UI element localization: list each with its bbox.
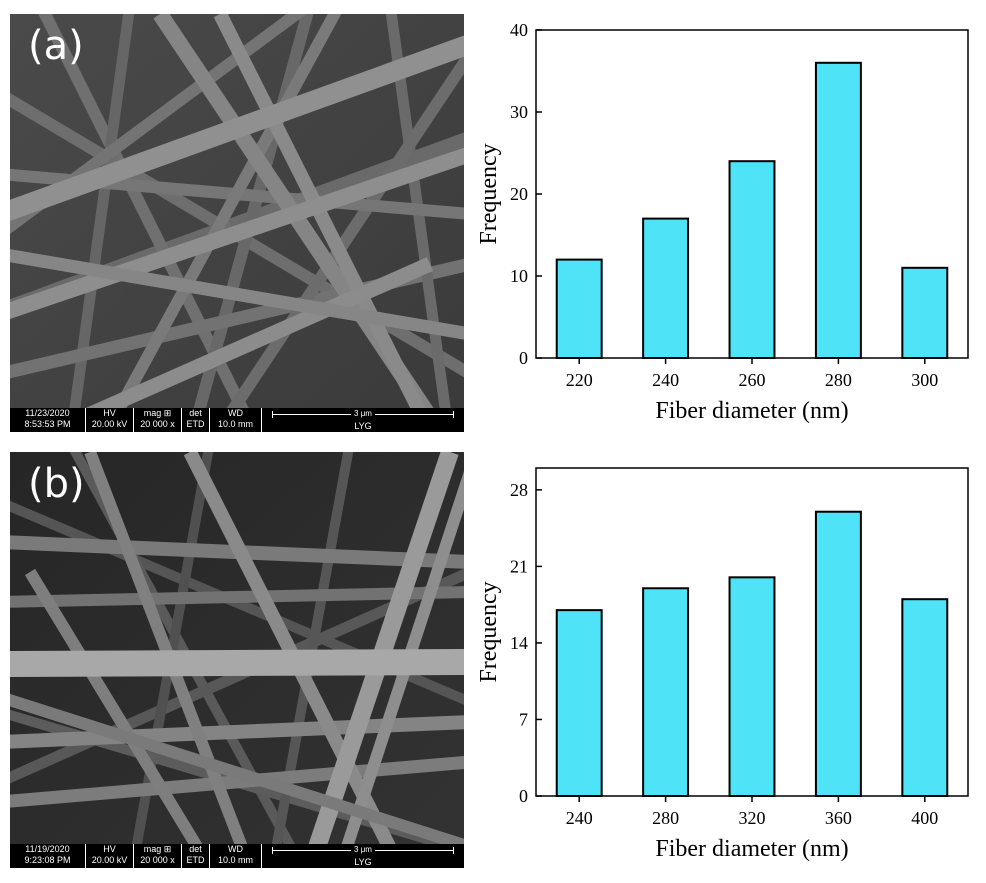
sem-image-a: (a) 11/23/2020 8:53:53 PM HV 20.00 kV ma… (10, 14, 464, 432)
sem-det-label-b: det (189, 844, 202, 854)
sem-mag-value-b: 20 000 x (140, 855, 175, 865)
x-tick-label-b-320: 320 (739, 808, 766, 828)
x-tick-label-b-280: 280 (652, 808, 679, 828)
sem-wd-value-b: 10.0 mm (217, 855, 253, 865)
sem-wd-b: WD 10.0 mm (210, 844, 262, 868)
bar-b-280 (642, 587, 690, 797)
x-tick-label-b-400: 400 (911, 808, 938, 828)
sem-datetime-b: 11/19/2020 9:23:08 PM (10, 844, 86, 868)
panel-label-a: (a) (28, 23, 84, 69)
x-tick-label-b-240: 240 (566, 808, 593, 828)
sem-operator-a: LYG (354, 421, 372, 431)
x-tick-label-a-220: 220 (566, 370, 593, 390)
sem-date-b: 11/19/2020 (25, 844, 70, 854)
sem-operator-b: LYG (354, 857, 372, 867)
sem-wd-label-b: WD (228, 844, 243, 854)
sem-hv-label-b: HV (103, 844, 116, 854)
x-tick-label-b-360: 360 (825, 808, 852, 828)
sem-det-value-b: ETD (186, 855, 205, 865)
histogram-a: 0 10 20 30 40 220 240 260 280 300 Fiber diameter (… (470, 10, 980, 440)
sem-date-a: 11/23/2020 (25, 408, 70, 418)
sem-mag-a: mag ⊞ 20 000 x (134, 408, 182, 432)
x-tick-label-a-300: 300 (911, 370, 938, 390)
panel-label-b: (b) (28, 461, 85, 507)
sem-fiber-texture-a (10, 14, 464, 432)
sem-scale-a: 3 μm LYG (262, 408, 464, 432)
sem-hv-a: HV 20.00 kV (86, 408, 134, 432)
sem-time-a: 8:53:53 PM (24, 419, 71, 429)
sem-wd-label-a: WD (228, 408, 243, 418)
bar-b-400 (901, 598, 949, 797)
scale-label-b: 3 μm (351, 845, 375, 854)
sem-det-b: det ETD (182, 844, 210, 868)
y-tick-label-a-10: 10 (510, 266, 528, 286)
sem-wd-a: WD 10.0 mm (210, 408, 262, 432)
sem-scale-b: 3 μm LYG (262, 844, 464, 868)
x-tick-label-a-260: 260 (739, 370, 766, 390)
y-tick-label-a-40: 40 (510, 20, 528, 40)
y-tick-label-b-0: 0 (519, 786, 528, 806)
x-tick-label-a-280: 280 (825, 370, 852, 390)
sem-fiber-texture-b (10, 452, 464, 868)
sem-mag-label-b: mag ⊞ (143, 844, 172, 854)
sem-info-bar-a: 11/23/2020 8:53:53 PM HV 20.00 kV mag ⊞ … (10, 408, 464, 432)
x-axis-label-a: Fiber diameter (nm) (655, 398, 848, 424)
sem-hv-b: HV 20.00 kV (86, 844, 134, 868)
y-tick-label-b-14: 14 (510, 633, 528, 653)
bar-a-260 (728, 160, 776, 359)
bar-b-360 (814, 510, 862, 797)
sem-det-label-a: det (189, 408, 202, 418)
bar-a-300 (901, 266, 949, 359)
bar-a-240 (642, 217, 690, 359)
bar-b-240 (555, 609, 603, 797)
bar-b-320 (728, 576, 776, 797)
sem-mag-b: mag ⊞ 20 000 x (134, 844, 182, 868)
sem-mag-label-a: mag ⊞ (143, 408, 172, 418)
y-tick-label-b-28: 28 (510, 480, 528, 500)
bar-a-220 (555, 258, 603, 360)
y-tick-label-b-7: 7 (519, 709, 528, 729)
sem-hv-value-b: 20.00 kV (91, 855, 128, 865)
sem-datetime-a: 11/23/2020 8:53:53 PM (10, 408, 86, 432)
sem-image-b: (b) 11/19/2020 9:23:08 PM HV 20.00 kV ma… (10, 452, 464, 868)
y-axis-label-b: Frequency (476, 581, 502, 682)
sem-det-value-a: ETD (186, 419, 205, 429)
histogram-b-svg: 0 7 14 21 28 240 280 320 360 400 Fiber diameter (n… (476, 467, 969, 862)
y-tick-label-a-0: 0 (519, 348, 528, 368)
y-tick-label-a-20: 20 (510, 184, 528, 204)
histogram-a-svg: 0 10 20 30 40 220 240 260 280 300 Fiber diameter (… (476, 20, 969, 424)
x-tick-label-a-240: 240 (652, 370, 679, 390)
sem-hv-label-a: HV (103, 408, 116, 418)
y-tick-label-b-21: 21 (510, 556, 528, 576)
sem-mag-value-a: 20 000 x (140, 419, 175, 429)
sem-det-a: det ETD (182, 408, 210, 432)
bar-a-280 (814, 61, 862, 360)
sem-time-b: 9:23:08 PM (24, 855, 71, 865)
x-axis-label-b: Fiber diameter (nm) (655, 836, 848, 862)
histogram-b: 0 7 14 21 28 240 280 320 360 400 Fiber diameter (n… (470, 448, 980, 878)
sem-info-bar-b: 11/19/2020 9:23:08 PM HV 20.00 kV mag ⊞ … (10, 844, 464, 868)
sem-wd-value-a: 10.0 mm (217, 419, 253, 429)
scale-label-a: 3 μm (351, 409, 375, 418)
y-tick-label-a-30: 30 (510, 102, 528, 122)
sem-hv-value-a: 20.00 kV (91, 419, 128, 429)
y-axis-label-a: Frequency (476, 143, 502, 244)
